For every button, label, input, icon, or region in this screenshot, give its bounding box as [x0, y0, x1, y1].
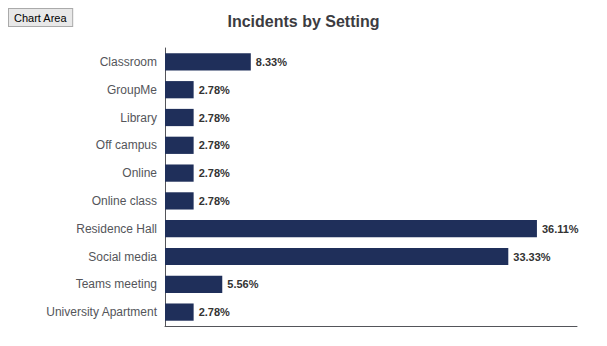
svg-text:2.78%: 2.78% [199, 306, 230, 318]
svg-text:University Apartment: University Apartment [46, 305, 157, 319]
svg-text:Classroom: Classroom [100, 55, 157, 69]
svg-text:Library: Library [120, 111, 157, 125]
svg-text:GroupMe: GroupMe [107, 83, 157, 97]
svg-text:Teams meeting: Teams meeting [76, 277, 157, 291]
svg-text:Social media: Social media [88, 250, 157, 264]
svg-text:2.78%: 2.78% [199, 167, 230, 179]
svg-text:33.33%: 33.33% [513, 251, 551, 263]
svg-text:Off campus: Off campus [96, 138, 157, 152]
svg-text:8.33%: 8.33% [256, 56, 287, 68]
svg-text:2.78%: 2.78% [199, 84, 230, 96]
svg-text:2.78%: 2.78% [199, 112, 230, 124]
svg-text:Chart Area: Chart Area [14, 12, 67, 24]
svg-text:36.11%: 36.11% [542, 223, 579, 235]
svg-text:2.78%: 2.78% [199, 195, 230, 207]
svg-text:Online: Online [122, 166, 157, 180]
svg-text:5.56%: 5.56% [227, 278, 258, 290]
svg-text:2.78%: 2.78% [199, 139, 230, 151]
svg-text:Residence Hall: Residence Hall [76, 222, 157, 236]
svg-text:Online class: Online class [92, 194, 157, 208]
svg-text:Incidents by Setting: Incidents by Setting [227, 13, 379, 30]
